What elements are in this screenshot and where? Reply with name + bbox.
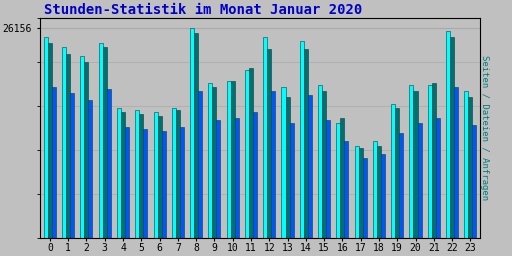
Bar	[322, 91, 326, 238]
Bar	[245, 70, 249, 238]
Bar	[432, 83, 436, 238]
Bar	[176, 110, 180, 238]
Bar	[253, 112, 257, 238]
Bar	[399, 133, 403, 238]
Bar	[48, 43, 52, 238]
Bar	[70, 93, 74, 238]
Bar	[84, 62, 89, 238]
Bar	[454, 87, 458, 238]
Bar	[377, 146, 381, 238]
Bar	[121, 112, 125, 238]
Bar	[286, 98, 289, 238]
Bar	[249, 68, 253, 238]
Bar	[180, 127, 184, 238]
Bar	[358, 148, 362, 238]
Bar	[143, 129, 147, 238]
Bar	[446, 30, 450, 238]
Bar	[154, 112, 158, 238]
Bar	[117, 108, 121, 238]
Bar	[106, 89, 111, 238]
Bar	[267, 49, 271, 238]
Bar	[172, 108, 176, 238]
Bar	[345, 141, 348, 238]
Bar	[473, 125, 476, 238]
Bar	[381, 154, 385, 238]
Bar	[340, 118, 345, 238]
Bar	[450, 37, 454, 238]
Bar	[308, 95, 312, 238]
Bar	[271, 91, 275, 238]
Bar	[194, 33, 198, 238]
Bar	[162, 131, 165, 238]
Bar	[436, 118, 440, 238]
Bar	[208, 83, 212, 238]
Bar	[417, 123, 421, 238]
Bar	[66, 54, 70, 238]
Bar	[99, 43, 103, 238]
Bar	[336, 123, 340, 238]
Bar	[158, 116, 162, 238]
Bar	[198, 91, 202, 238]
Bar	[103, 47, 106, 238]
Bar	[300, 41, 304, 238]
Bar	[227, 81, 231, 238]
Bar	[125, 127, 129, 238]
Bar	[234, 118, 239, 238]
Bar	[464, 91, 468, 238]
Bar	[263, 37, 267, 238]
Bar	[362, 158, 367, 238]
Bar	[304, 49, 308, 238]
Bar	[135, 110, 139, 238]
Bar	[326, 121, 330, 238]
Bar	[289, 123, 293, 238]
Bar	[414, 91, 417, 238]
Bar	[190, 28, 194, 238]
Bar	[373, 141, 377, 238]
Text: Stunden-Statistik im Monat Januar 2020: Stunden-Statistik im Monat Januar 2020	[44, 3, 362, 17]
Bar	[391, 104, 395, 238]
Bar	[410, 85, 414, 238]
Bar	[318, 85, 322, 238]
Bar	[355, 146, 358, 238]
Bar	[80, 56, 84, 238]
Bar	[52, 87, 56, 238]
Bar	[428, 85, 432, 238]
Bar	[139, 114, 143, 238]
Bar	[231, 81, 234, 238]
Bar	[217, 121, 221, 238]
Bar	[212, 87, 217, 238]
Bar	[468, 98, 473, 238]
Y-axis label: Seiten / Dateien / Anfragen: Seiten / Dateien / Anfragen	[480, 55, 489, 200]
Bar	[62, 47, 66, 238]
Bar	[44, 37, 48, 238]
Bar	[395, 108, 399, 238]
Bar	[282, 87, 286, 238]
Bar	[89, 100, 93, 238]
